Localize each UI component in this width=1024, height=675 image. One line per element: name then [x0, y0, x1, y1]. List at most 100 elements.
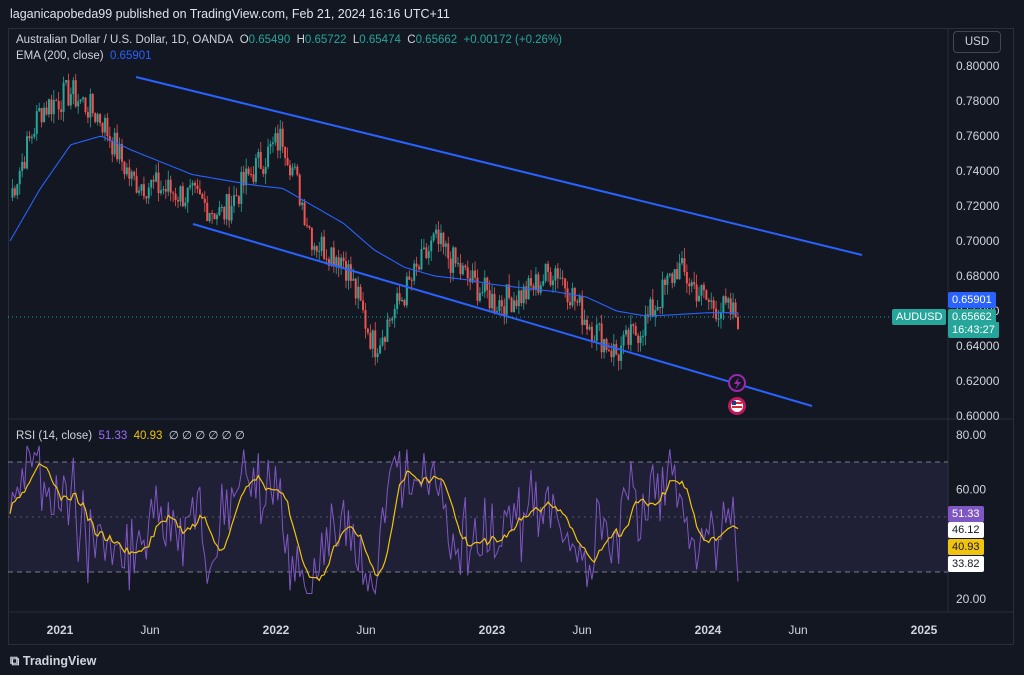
candle-body [306, 224, 309, 227]
candle-body [590, 326, 593, 341]
candle-body [364, 310, 367, 329]
candle-body [381, 337, 384, 346]
candle-body [206, 202, 209, 222]
candle-body [33, 133, 36, 137]
candle-body [422, 247, 425, 250]
price-tick-label: 0.70000 [956, 234, 1000, 248]
candle-body [607, 350, 610, 352]
candle-body [522, 286, 525, 304]
rsi-value: 51.33 [98, 430, 128, 442]
candle-body [167, 179, 170, 192]
rsi-ma-tag: 40.93 [948, 539, 984, 555]
candle-body [444, 243, 447, 247]
lightning-event-icon[interactable] [728, 374, 746, 392]
candle-body [237, 196, 240, 204]
candle-body [493, 293, 496, 312]
candle-body [549, 271, 552, 286]
candle-body [60, 109, 63, 112]
candle-body [498, 300, 501, 312]
candle-body [525, 286, 528, 300]
rsi-ma-line [9, 462, 739, 582]
rsi-ma-value: 40.93 [133, 430, 163, 442]
rsi-line [9, 445, 739, 596]
candle-body [532, 285, 535, 291]
rsi-tick-label: 80.00 [956, 428, 986, 442]
candle-body [715, 308, 718, 320]
candle-body [235, 195, 238, 197]
candle-body [308, 226, 311, 229]
candle-body [298, 174, 301, 206]
change-value: +0.00172 (+0.26%) [463, 34, 563, 46]
candle-body [245, 168, 248, 186]
candle-body [335, 257, 338, 266]
candle-body [729, 298, 732, 315]
candle-body [86, 111, 89, 118]
candle-body [96, 114, 99, 122]
candle-body [408, 276, 411, 280]
candle-body [72, 80, 75, 95]
candle-body [349, 264, 352, 281]
candle-body [74, 80, 77, 107]
us-flag-event-icon[interactable] [728, 397, 746, 415]
countdown-tag: 16:43:27 [948, 322, 999, 338]
candle-body [471, 270, 474, 283]
symbol-legend[interactable]: Australian Dollar / U.S. Dollar, 1D, OAN… [16, 34, 562, 46]
currency-button[interactable]: USD [953, 31, 1001, 53]
candle-body [65, 80, 67, 83]
candle-body [150, 179, 153, 188]
candle-body [179, 186, 182, 202]
candle-body [327, 259, 330, 266]
ema-legend[interactable]: EMA (200, close) 0.65901 [16, 50, 152, 62]
candle-body [435, 229, 438, 234]
candle-body [213, 213, 216, 220]
candle-body [410, 279, 413, 281]
candle-body [211, 212, 214, 214]
candle-body [269, 144, 272, 147]
candle-body [627, 329, 630, 345]
candle-body [734, 302, 737, 317]
candle-body [513, 300, 515, 313]
candle-body [564, 278, 567, 289]
candle-body [142, 184, 145, 197]
candle-body [639, 336, 642, 343]
candle-body [452, 247, 455, 273]
candle-body [491, 293, 494, 309]
candle-body [678, 263, 681, 280]
candle-body [43, 107, 46, 123]
candle-body [140, 184, 143, 191]
candle-body [220, 206, 223, 208]
candle-body [442, 232, 445, 247]
candle-body [671, 273, 674, 284]
candle-body [637, 335, 640, 343]
candle-body [152, 179, 155, 182]
candle-body [159, 190, 162, 194]
candle-body [393, 308, 396, 319]
candle-body [583, 319, 586, 325]
last-price-tag: 0.65662 [948, 309, 996, 325]
candle-body [108, 136, 111, 142]
candle-body [366, 328, 369, 333]
candle-body [508, 284, 511, 298]
candle-body [218, 207, 221, 216]
candle-body [57, 100, 60, 110]
tradingview-logo[interactable]: ⧉ TradingView [10, 653, 96, 669]
candle-body [439, 232, 442, 245]
candle-body [332, 247, 335, 266]
candle-body [315, 246, 318, 252]
chart-frame[interactable] [8, 28, 1014, 645]
candle-body [164, 189, 167, 192]
candle-body [201, 194, 204, 199]
candle-body [459, 263, 462, 275]
candle-body [225, 194, 228, 220]
candle-body [118, 143, 121, 160]
candle-body [530, 278, 533, 286]
rsi-legend[interactable]: RSI (14, close) 51.33 40.93 ∅ ∅ ∅ ∅ ∅ ∅ [16, 428, 245, 442]
candle-body [642, 335, 645, 337]
candle-body [125, 167, 128, 175]
candle-body [284, 146, 287, 158]
candle-body [405, 276, 408, 306]
high-label: H [296, 34, 305, 46]
symbol-title: Australian Dollar / U.S. Dollar, 1D, OAN… [16, 34, 234, 46]
candle-body [21, 161, 24, 171]
